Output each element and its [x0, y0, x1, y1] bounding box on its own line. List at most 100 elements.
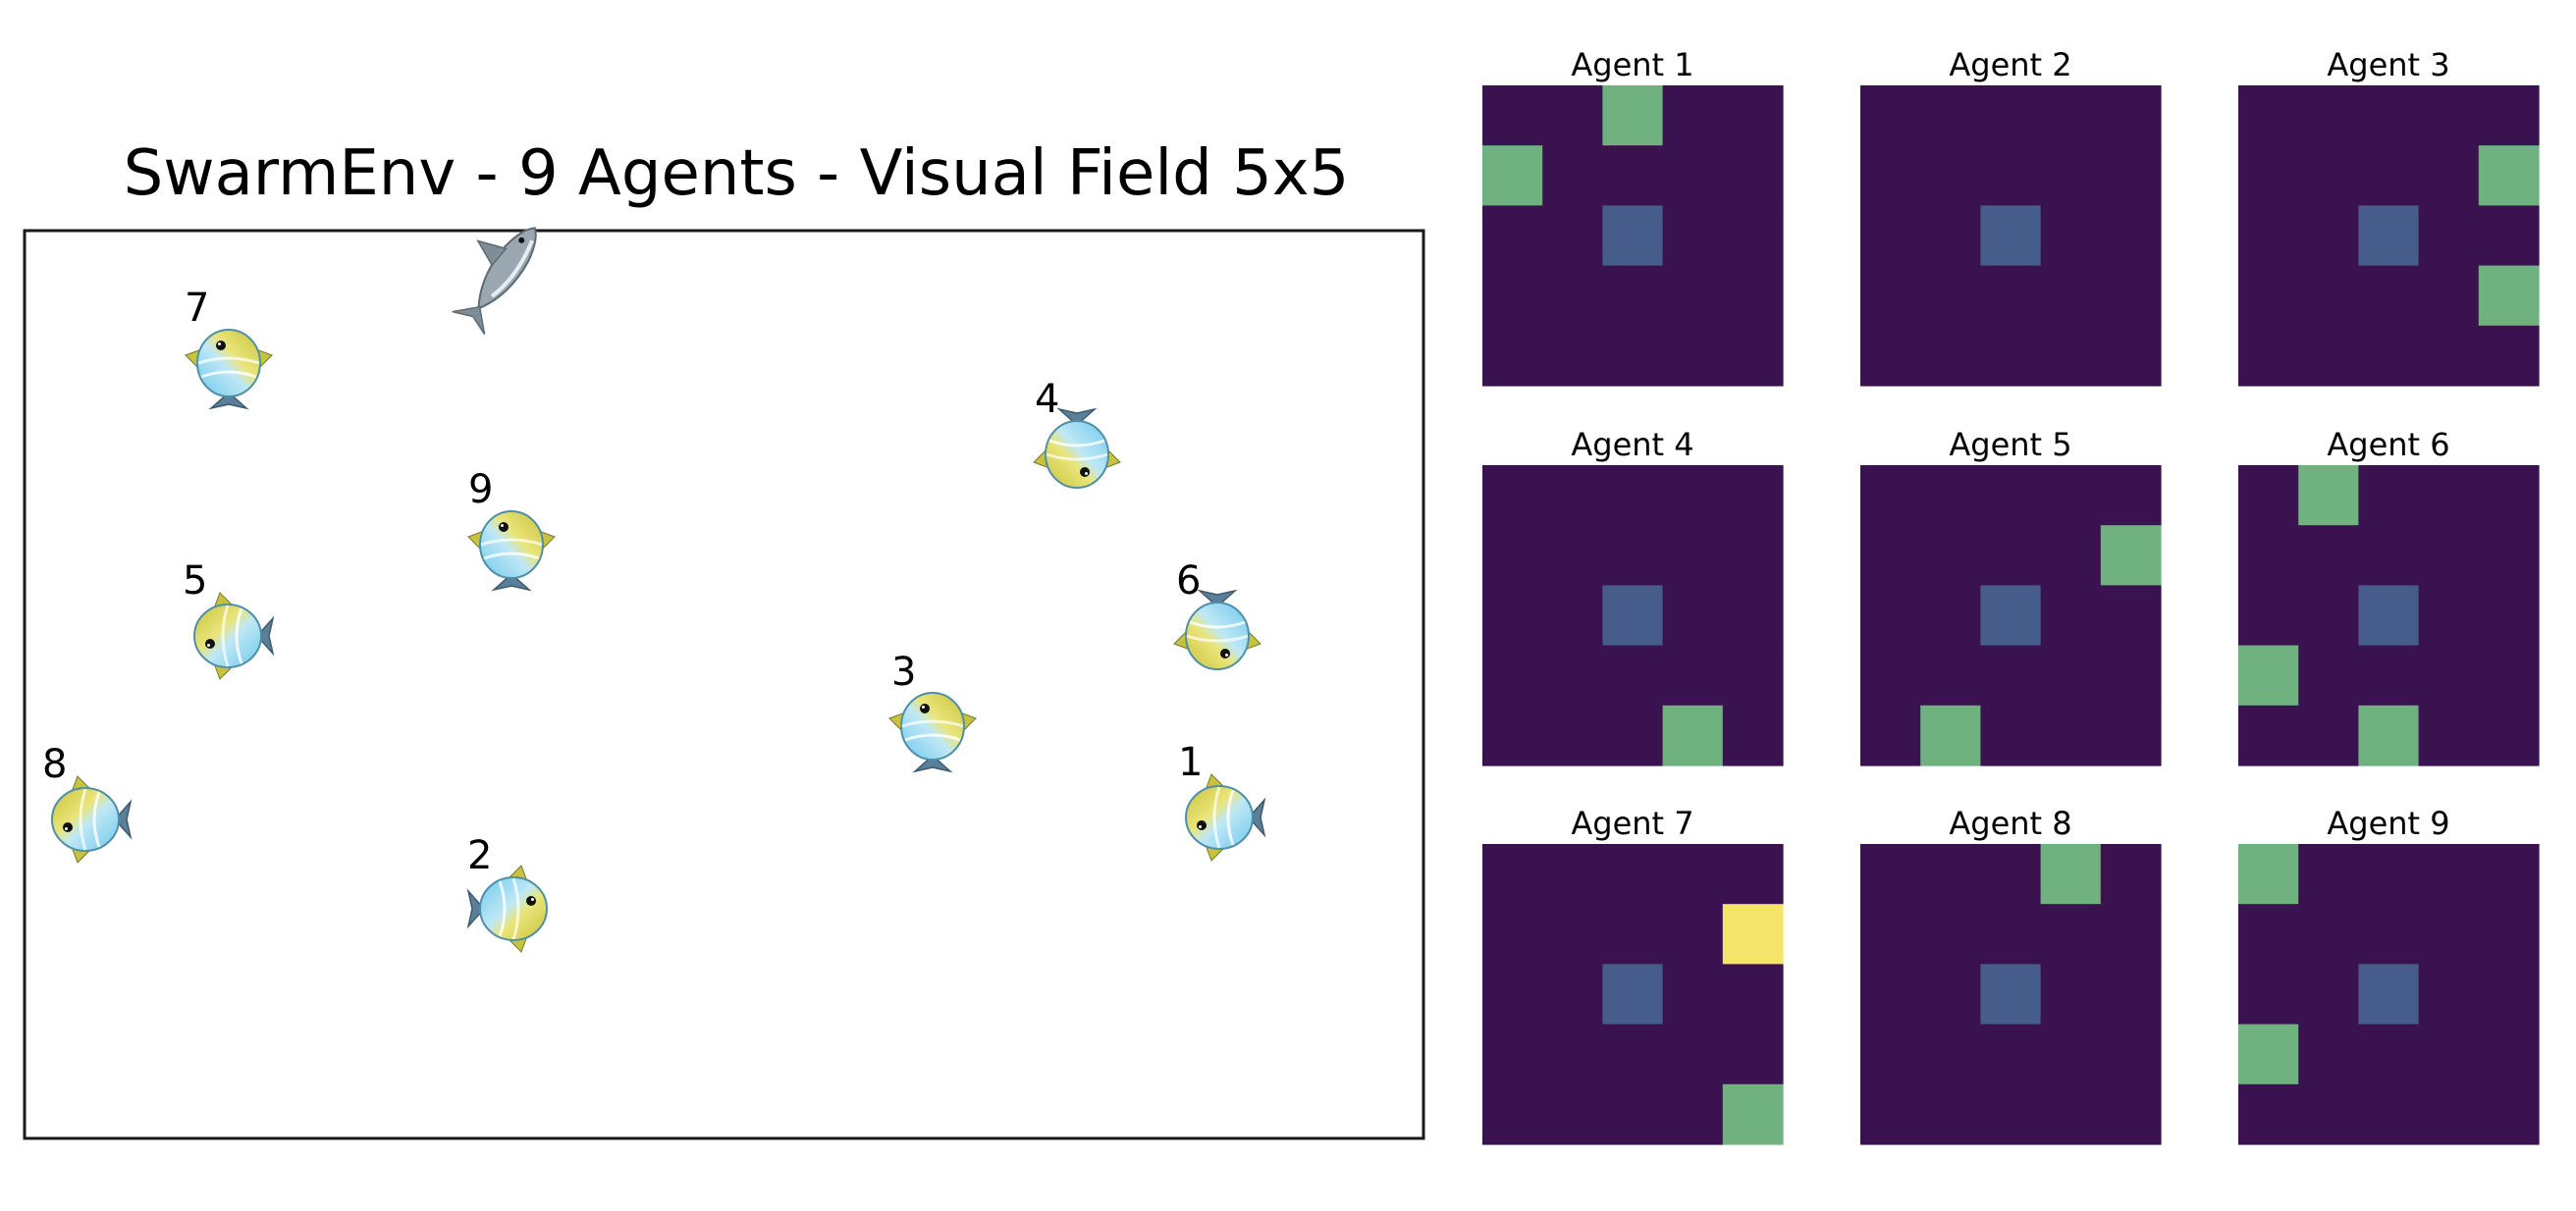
- grid-cell: [1662, 85, 1724, 146]
- fish-body: [1185, 785, 1254, 850]
- grid-cell: [1722, 645, 1784, 707]
- grid-cell: [2100, 325, 2162, 387]
- grid-cell: [1662, 705, 1724, 766]
- grid-cell: [1860, 205, 1921, 267]
- grid-cell: [1662, 465, 1724, 526]
- grid-cell: [2238, 265, 2299, 327]
- grid-cell: [1722, 904, 1784, 965]
- fish-stripe: [1048, 439, 1105, 448]
- grid-cell: [2298, 585, 2359, 647]
- grid-cell: [1722, 85, 1784, 146]
- grid-cell: [2418, 1083, 2480, 1145]
- grid-cell: [2100, 585, 2162, 647]
- grid-cell: [1542, 525, 1603, 586]
- grid-cell: [1722, 705, 1784, 766]
- grid-cell: [1980, 585, 2042, 647]
- visual-field-panels: Agent 1 Agent 2 Agent 3 Agent 4 Agent 5 Agent…: [1482, 46, 2540, 1145]
- fish-stripe: [1186, 634, 1249, 643]
- fish-eye-glint: [1085, 472, 1088, 475]
- fish-eye-glint: [1225, 654, 1228, 657]
- panel-title: Agent 6: [2327, 426, 2449, 463]
- grid-cell: [2418, 844, 2480, 905]
- fish-stripe: [197, 356, 260, 365]
- visual-field-agent-5: Agent 5: [1860, 426, 2162, 766]
- grid-cell: [2358, 145, 2420, 206]
- grid-cell: [1662, 585, 1724, 647]
- grid-cell: [2298, 265, 2359, 327]
- grid-cell: [2040, 465, 2102, 526]
- grid-cell: [1602, 85, 1664, 146]
- grid-cell: [1542, 85, 1603, 146]
- grid-cell: [2100, 265, 2162, 327]
- grid-cell: [2418, 85, 2480, 146]
- grid-cell: [1662, 325, 1724, 387]
- grid-cell: [2418, 525, 2480, 586]
- grid-cell: [1980, 645, 2042, 707]
- grid-cell: [1482, 265, 1543, 327]
- grid-cell: [1920, 325, 1981, 387]
- grid-cell: [1860, 465, 1921, 526]
- grid-cell: [1920, 265, 1981, 327]
- grid-cell: [1482, 1024, 1543, 1085]
- grid-cell: [2298, 145, 2359, 206]
- grid-cell: [1860, 904, 1921, 965]
- agent-label-1: 1: [1178, 740, 1203, 785]
- grid-cell: [1662, 265, 1724, 327]
- grid-cell: [1542, 585, 1603, 647]
- fish-eye: [526, 896, 536, 906]
- grid-cell: [2238, 1083, 2299, 1145]
- grid-cell: [1920, 1083, 1981, 1145]
- fish-stripe: [221, 605, 230, 667]
- grid-cell: [1860, 705, 1921, 766]
- env-title: SwarmEnv - 9 Agents - Visual Field 5x5: [123, 137, 1350, 210]
- grid-cell: [2358, 964, 2420, 1026]
- grid-cell: [1602, 525, 1664, 586]
- grid-cell: [2040, 585, 2102, 647]
- grid-cell: [1482, 705, 1543, 766]
- grid-cell: [2298, 1083, 2359, 1145]
- grid-cell: [2040, 265, 2102, 327]
- fish-tail: [208, 391, 249, 410]
- agent-label-5: 5: [183, 558, 207, 604]
- environment-view: 1 2 3 4 5 6 7 8 9: [23, 227, 1425, 1140]
- grid-cell: [2418, 465, 2480, 526]
- visual-field-agent-3: Agent 3: [2238, 46, 2540, 387]
- grid-cell: [1602, 645, 1664, 707]
- grid-cell: [1602, 705, 1664, 766]
- panel-title: Agent 3: [2327, 46, 2449, 83]
- grid-cell: [2298, 1024, 2359, 1085]
- grid-cell: [2040, 844, 2102, 905]
- grid-cell: [2238, 325, 2299, 387]
- grid-cell: [1482, 85, 1543, 146]
- grid-cell: [2418, 1024, 2480, 1085]
- grid-cell: [1980, 205, 2042, 267]
- grid-cell: [2298, 85, 2359, 146]
- grid-cell: [1542, 645, 1603, 707]
- fish-eye: [1220, 649, 1230, 658]
- grid-cell: [1602, 1083, 1664, 1145]
- visual-field-agent-6: Agent 6: [2238, 426, 2540, 766]
- grid-cell: [2418, 645, 2480, 707]
- agent-label-8: 8: [42, 742, 67, 787]
- grid-cell: [1920, 964, 1981, 1026]
- grid-cell: [2298, 645, 2359, 707]
- grid-cell: [1482, 205, 1543, 267]
- grid-cell: [2100, 145, 2162, 206]
- fish-eye: [63, 822, 73, 832]
- fish-eye-glint: [65, 827, 68, 830]
- fish-agent-8: [51, 775, 133, 864]
- grid-cell: [2238, 525, 2299, 586]
- fish-agent-9: [467, 510, 556, 592]
- grid-cell: [1602, 265, 1664, 327]
- grid-cell: [1980, 1024, 2042, 1085]
- grid-cell: [1722, 205, 1784, 267]
- fish-stripe: [200, 370, 257, 379]
- agent-label-6: 6: [1176, 558, 1201, 604]
- grid-cell: [2238, 465, 2299, 526]
- agent-label-4: 4: [1035, 377, 1059, 422]
- grid-cell: [2478, 705, 2540, 766]
- grid-cell: [1980, 265, 2042, 327]
- panel-title: Agent 7: [1571, 805, 1693, 842]
- grid-cell: [1542, 1024, 1603, 1085]
- grid-cell: [2358, 85, 2420, 146]
